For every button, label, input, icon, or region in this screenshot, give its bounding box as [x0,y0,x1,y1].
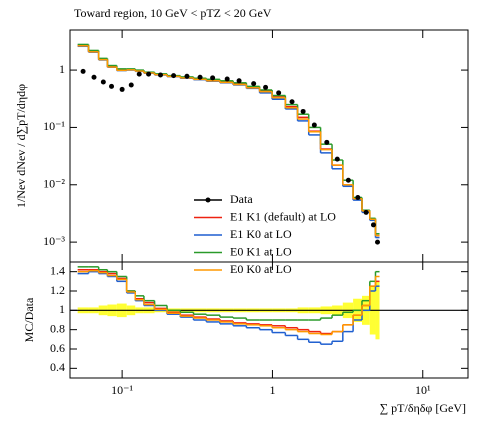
y-tick-label: 1.2 [50,283,65,297]
data-point [289,99,295,105]
panel-frame [69,261,469,379]
y-tick-label: 0.6 [50,341,65,355]
data-point [236,78,242,84]
legend-label: E1 K1 (default) at LO [230,209,336,223]
x-tick-label: 10¹ [415,383,431,397]
data-point [224,76,230,82]
data-point [263,84,269,90]
y-axis-label: 1/Nev dNev / d∑pT/dηdφ [14,84,28,208]
y-tick-label: 1.4 [50,263,65,277]
data-point [276,90,282,96]
y-tick-label: 0.4 [50,360,65,374]
data-point [355,194,361,200]
y-tick-label: 0.8 [50,321,65,335]
legend-label: E0 K0 at LO [230,262,292,276]
step-riser [87,45,377,236]
step-riser [87,45,377,236]
data-point [184,73,190,79]
y-tick-label: 10⁻² [43,177,65,191]
chart-title: Toward region, 10 GeV < pTZ < 20 GeV [74,6,272,20]
plot-area [70,266,468,345]
data-point [171,73,177,79]
legend-marker [205,197,211,203]
data-point [109,83,115,89]
y-tick-label: 1 [59,62,65,76]
data-point [119,86,125,92]
data-point [91,74,97,80]
data-point [324,139,330,145]
x-tick-label: 10⁻¹ [111,383,133,397]
y-tick-label: 1 [59,302,65,316]
data-point [370,222,376,228]
data-point [128,82,134,88]
data-point [311,122,317,128]
data-point [334,156,340,162]
data-point [363,209,369,215]
y-tick-label: 10⁻³ [43,234,65,248]
data-point [375,239,381,245]
data-point [100,79,106,85]
data-point [345,177,351,183]
data-point [300,108,306,114]
x-axis-label: ∑ pT/δηδφ [GeV] [380,401,466,415]
data-point [80,68,86,74]
legend-label: Data [230,192,253,206]
ratio-y-axis-label: MC/Data [22,297,36,342]
data-point [251,81,257,87]
plot-area [77,43,381,245]
step-riser [87,270,377,335]
legend-label: E1 K0 at LO [230,227,292,241]
data-point [157,72,163,78]
x-tick-label: 1 [269,383,275,397]
data-point [197,74,203,80]
data-point [210,75,216,81]
data-point [136,71,142,77]
legend-label: E0 K1 at LO [230,244,292,258]
data-point [146,71,152,77]
y-tick-label: 10⁻¹ [43,119,65,133]
